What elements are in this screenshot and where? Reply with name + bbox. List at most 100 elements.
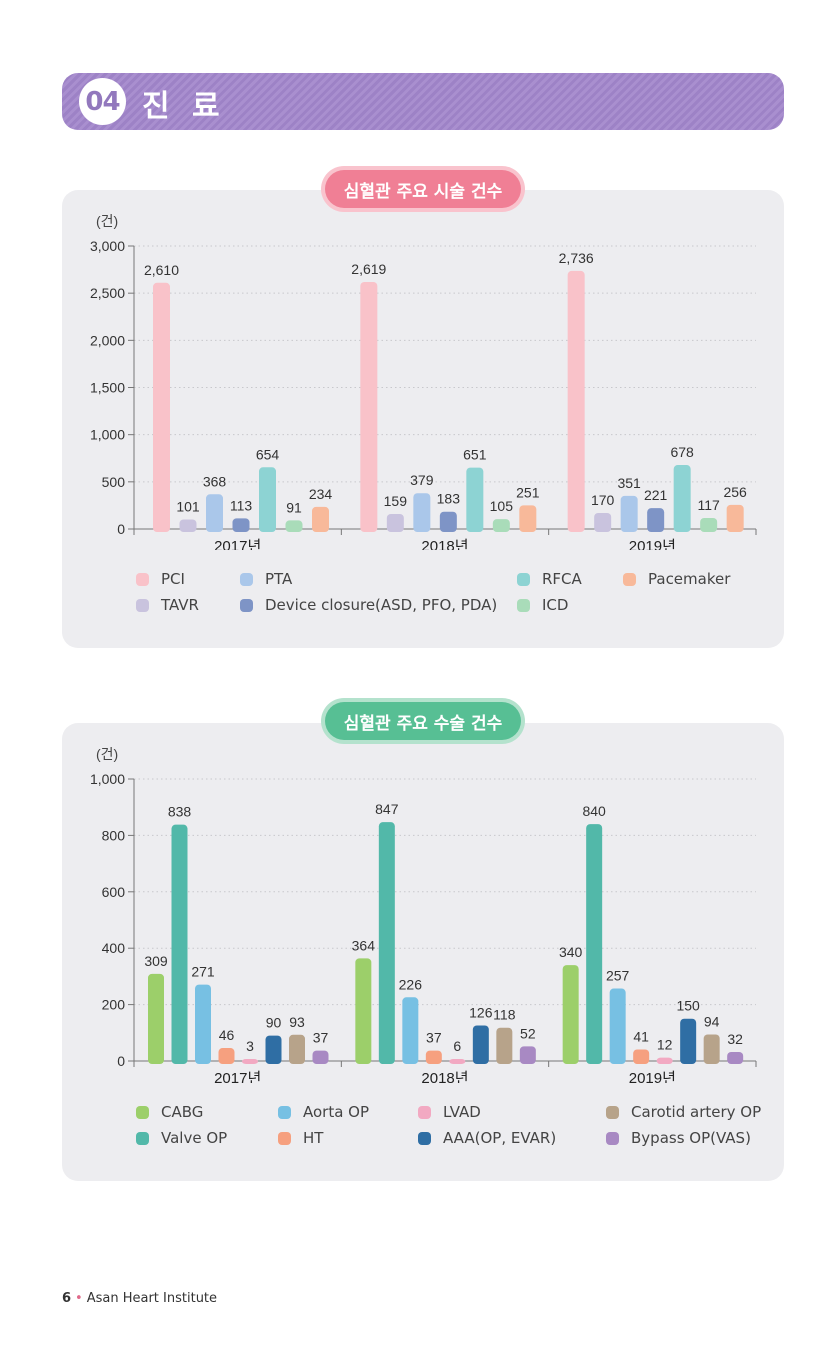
x-category-label: 2017년 [214, 538, 261, 550]
legend-label: PCI [161, 570, 185, 588]
legend-item: Pacemaker [623, 570, 730, 588]
bar [289, 1034, 305, 1064]
legend-label: PTA [265, 570, 293, 588]
footer-separator: • [75, 1291, 83, 1306]
bar [439, 511, 457, 532]
data-label: 93 [289, 1014, 305, 1030]
y-tick-label: 1,000 [90, 427, 125, 443]
data-label: 117 [698, 497, 721, 513]
legend-item: PTA [240, 570, 292, 588]
x-category-label: 2019년 [629, 538, 676, 550]
data-label: 368 [203, 473, 227, 489]
bar [449, 1059, 466, 1064]
legend-swatch [278, 1131, 291, 1145]
legend-swatch [240, 572, 253, 586]
y-tick-label: 3,000 [90, 238, 125, 254]
data-label: 838 [168, 804, 192, 820]
data-label: 379 [410, 472, 434, 488]
legend-label: Aorta OP [303, 1103, 370, 1121]
x-category-label: 2017년 [214, 1070, 261, 1083]
data-label: 101 [176, 498, 200, 514]
legend-item: RFCA [517, 570, 582, 588]
bar [703, 1034, 720, 1064]
legend-swatch [418, 1131, 431, 1145]
bar [171, 824, 188, 1064]
footer-title: Asan Heart Institute [86, 1291, 218, 1306]
data-label: 654 [256, 446, 280, 462]
y-tick-label: 1,000 [90, 771, 125, 787]
surgeries-chart-panel: (건) 0 200 400 600 800 1,000 2017년 309 838 271 46 3 90… [62, 723, 784, 1181]
data-label: 183 [437, 491, 461, 507]
bar [647, 508, 665, 532]
data-label: 2,610 [144, 262, 179, 278]
legend-swatch [136, 1131, 149, 1145]
data-label: 226 [399, 976, 423, 992]
data-label: 170 [591, 492, 615, 508]
data-label: 351 [617, 475, 641, 491]
bar [609, 988, 626, 1064]
legend-item: HT [278, 1129, 323, 1147]
legend-label: RFCA [542, 570, 582, 588]
data-label: 309 [144, 953, 168, 969]
data-label: 94 [704, 1013, 720, 1029]
legend-item: AAA(OP, EVAR) [418, 1129, 556, 1147]
legend-label: Bypass OP(VAS) [631, 1129, 751, 1147]
bar [265, 1035, 282, 1064]
bar [562, 965, 579, 1064]
data-label: 364 [352, 937, 376, 953]
bar [519, 1046, 536, 1064]
bar [633, 1049, 650, 1064]
data-label: 234 [309, 486, 333, 502]
legend-label: TAVR [161, 596, 199, 614]
legend-label: LVAD [443, 1103, 481, 1121]
legend-item: TAVR [136, 596, 199, 614]
legend-swatch [517, 572, 530, 586]
legend-item: ICD [517, 596, 568, 614]
bar [206, 494, 223, 532]
data-label: 37 [313, 1030, 329, 1046]
legend-label: ICD [542, 596, 569, 614]
legend-label: Device closure(ASD, PFO, PDA) [265, 596, 498, 614]
bar [355, 958, 372, 1064]
legend-item: Bypass OP(VAS) [606, 1129, 751, 1147]
y-tick-label: 2,000 [90, 332, 125, 348]
data-label: 3 [246, 1038, 254, 1054]
bar [425, 1050, 442, 1064]
legend-swatch [240, 598, 253, 612]
procedures-chart-title: 심혈관 주요 시술 건수 [325, 170, 521, 208]
data-label: 2,619 [351, 261, 386, 277]
bar [259, 467, 276, 532]
legend-item: Valve OP [136, 1129, 227, 1147]
bar [492, 519, 510, 532]
data-label: 105 [490, 498, 514, 514]
data-label: 678 [670, 444, 694, 460]
legend-item: CABG [136, 1103, 203, 1121]
section-banner: 04 진 료 [62, 73, 784, 130]
data-label: 840 [582, 803, 606, 819]
bar [727, 1051, 744, 1064]
legend-swatch [606, 1105, 619, 1119]
data-label: 159 [384, 493, 408, 509]
surgeries-legend: CABG Aorta OP LVAD Carotid artery OP Valve O… [62, 1103, 784, 1163]
data-label: 2,736 [559, 250, 594, 266]
legend-swatch [278, 1105, 291, 1119]
legend-swatch [136, 1105, 149, 1119]
data-label: 257 [606, 968, 630, 984]
data-label: 41 [633, 1028, 649, 1044]
bar [413, 493, 431, 532]
bar [726, 504, 744, 532]
bar [285, 520, 303, 532]
legend-swatch [136, 572, 149, 586]
legend-label: Valve OP [161, 1129, 228, 1147]
legend-item: Device closure(ASD, PFO, PDA) [240, 596, 497, 614]
data-label: 271 [191, 964, 215, 980]
legend-swatch [517, 598, 530, 612]
legend-label: CABG [161, 1103, 204, 1121]
data-label: 91 [286, 499, 302, 515]
bar [378, 822, 395, 1064]
data-label: 118 [493, 1007, 516, 1023]
bar [386, 514, 404, 532]
data-label: 651 [463, 447, 487, 463]
data-label: 847 [375, 801, 399, 817]
legend-item: LVAD [418, 1103, 481, 1121]
